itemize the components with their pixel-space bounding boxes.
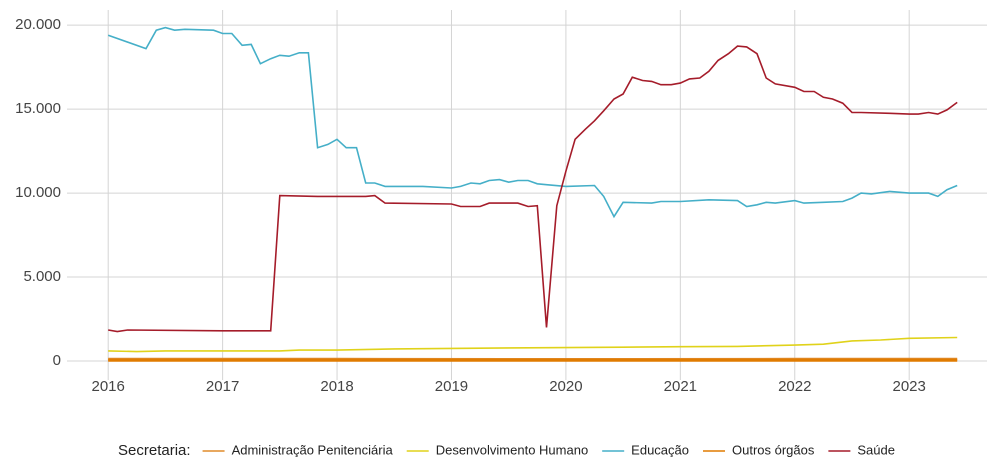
series-line [108, 336, 958, 353]
x-tick-label: 2019 [435, 378, 468, 395]
x-tick-label: 2020 [549, 378, 582, 395]
y-tick-label: 15.000 [15, 100, 61, 117]
legend-label: Educação [631, 442, 689, 457]
legend-title: Secretaria: [118, 442, 191, 458]
x-tick-label: 2018 [320, 378, 353, 395]
x-tick-label: 2016 [92, 378, 125, 395]
legend-label: Saúde [857, 442, 895, 457]
legend-label: Desenvolvimento Humano [436, 442, 588, 457]
x-tick-label: 2022 [778, 378, 811, 395]
y-tick-label: 20.000 [15, 16, 61, 33]
y-tick-label: 10.000 [15, 184, 61, 201]
legend-label: Outros órgãos [732, 442, 815, 457]
legend-label: Administração Penitenciária [232, 442, 394, 457]
series-line [107, 26, 958, 219]
y-tick-label: 0 [53, 352, 61, 369]
y-tick-label: 5.000 [23, 268, 61, 285]
x-tick-label: 2017 [206, 378, 239, 395]
x-tick-label: 2023 [893, 378, 926, 395]
x-tick-label: 2021 [664, 378, 697, 395]
series-line [108, 45, 958, 333]
